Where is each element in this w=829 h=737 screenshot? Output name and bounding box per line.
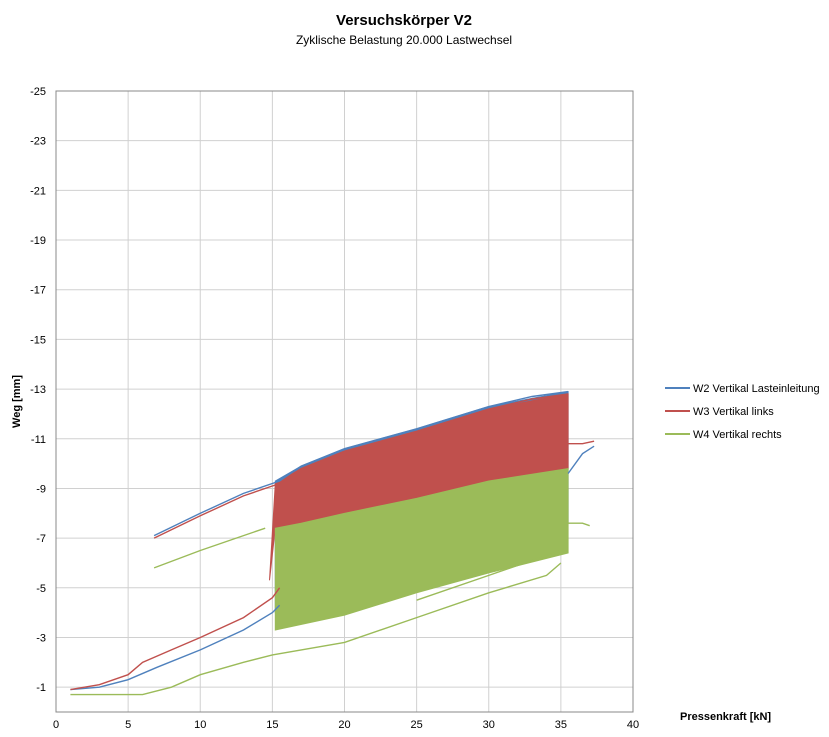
y-tick-label: -9 bbox=[36, 483, 46, 495]
y-tick-label: -15 bbox=[30, 334, 46, 346]
y-tick-label: -25 bbox=[30, 86, 46, 98]
series-line-1-1 bbox=[70, 604, 281, 691]
chart-subtitle: Zyklische Belastung 20.000 Lastwechsel bbox=[296, 33, 512, 47]
series-line-3-4 bbox=[416, 549, 562, 601]
series-line-1-3 bbox=[567, 445, 595, 474]
x-tick-label: 20 bbox=[338, 719, 350, 731]
x-tick-label: 0 bbox=[53, 719, 59, 731]
series-line-2-1 bbox=[70, 587, 281, 691]
series-lines bbox=[70, 390, 595, 696]
legend-label-1: W2 Vertikal Lasteinleitung bbox=[693, 383, 820, 395]
x-tick-label: 10 bbox=[194, 719, 206, 731]
x-tick-label: 35 bbox=[555, 719, 567, 731]
y-tick-label: -3 bbox=[36, 632, 46, 644]
legend-label-3: W4 Vertikal rechts bbox=[693, 429, 782, 441]
series-line-1-2 bbox=[153, 390, 569, 537]
y-tick-label: -5 bbox=[36, 583, 46, 595]
y-tick-label: -7 bbox=[36, 533, 46, 545]
x-tick-labels: 0 5 10 15 20 25 30 35 40 bbox=[53, 719, 639, 731]
chart-title: Versuchskörper V2 bbox=[336, 12, 472, 29]
x-axis-label: Pressenkraft [kN] bbox=[680, 711, 771, 723]
y-tick-label: -23 bbox=[30, 136, 46, 148]
y-tick-label: -11 bbox=[31, 434, 46, 446]
series-line-3-3 bbox=[568, 522, 590, 527]
y-tick-label: -19 bbox=[30, 235, 46, 247]
y-tick-label: -1 bbox=[36, 682, 46, 694]
legend-label-2: W3 Vertikal links bbox=[693, 406, 774, 418]
y-tick-label: -13 bbox=[30, 384, 46, 396]
y-tick-label: -21 bbox=[30, 185, 46, 197]
series-band-3 bbox=[274, 468, 569, 631]
series-line-2-2 bbox=[153, 393, 569, 539]
x-tick-label: 15 bbox=[266, 719, 278, 731]
x-tick-label: 30 bbox=[483, 719, 495, 731]
y-tick-labels: -25 -23 -21 -19 -17 -15 -13 -11 -9 -7 -5 -3 -1 bbox=[30, 86, 46, 694]
legend: W2 Vertikal Lasteinleitung W3 Vertikal li… bbox=[665, 383, 820, 441]
y-axis-label: Weg [mm] bbox=[11, 375, 23, 428]
x-tick-label: 5 bbox=[125, 719, 131, 731]
series-line-3-1 bbox=[70, 562, 562, 696]
x-tick-label: 25 bbox=[411, 719, 423, 731]
series-line-3-2 bbox=[153, 527, 266, 569]
x-tick-label: 40 bbox=[627, 719, 639, 731]
y-tick-label: -17 bbox=[30, 285, 46, 297]
series-line-2-3 bbox=[568, 440, 595, 445]
plot-frame bbox=[55, 90, 634, 713]
